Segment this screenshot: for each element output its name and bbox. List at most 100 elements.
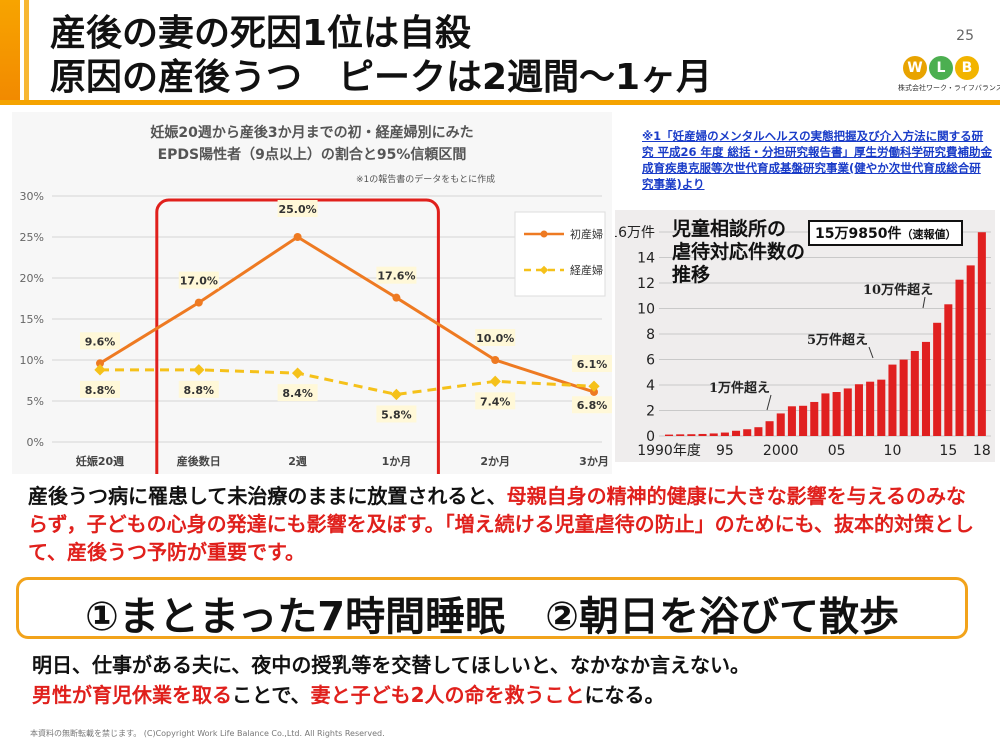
x-tick-label: 05 — [828, 443, 846, 459]
title-line-1: 産後の妻の死因1位は自殺 — [50, 13, 472, 54]
x-tick-label: 15 — [939, 443, 957, 459]
closing-text: 明日、仕事がある夫に、夜中の授乳等を交替してほしいと、なかなか言えない。 男性が… — [32, 650, 982, 710]
label-primi: 17.0% — [180, 275, 218, 288]
data-point — [293, 233, 302, 241]
label-primi: 25.0% — [279, 203, 317, 216]
abuse-count-badge: 15万9850件（速報値） — [808, 220, 964, 246]
legend-box — [514, 211, 606, 297]
chart-title-line-2: EPDS陽性者（9点以上）の割合と95%信頼区間 — [157, 147, 467, 163]
data-point — [590, 387, 598, 396]
bar — [687, 434, 696, 436]
x-tick-label: 妊娠20週 — [76, 454, 124, 468]
reference-note[interactable]: ※1「妊産婦のメンタルヘルスの実態把握及び介入方法に関する研究 平成26 年度 … — [642, 129, 993, 191]
para-text-red: 母親自身の精神的健康に大きな影響を与えるのみならず，子どもの心身の発達にも影響を… — [28, 484, 974, 564]
bar — [854, 384, 863, 436]
annotation-label: 5万件超え — [807, 332, 868, 348]
bar — [877, 379, 886, 436]
legend-marker — [539, 265, 549, 275]
bar — [821, 393, 830, 436]
logo-letter-b: B — [955, 56, 979, 80]
label-multi: 7.4% — [480, 395, 511, 408]
annotation-arrow — [868, 346, 874, 359]
bar — [843, 388, 852, 436]
label-primi: 10.0% — [476, 332, 514, 345]
closing-line-2: 男性が育児休業を取ることで、妻と子ども2人の命を救うことになる。 — [32, 680, 982, 710]
bar — [810, 401, 819, 436]
title-divider — [0, 100, 1000, 105]
epds-chart: 妊娠20週から産後3か月までの初・経産婦別にみた EPDS陽性者（9点以上）の割… — [12, 112, 612, 474]
legend-marker — [540, 230, 548, 238]
label-primi-bg — [277, 200, 318, 217]
bar — [732, 430, 741, 436]
bar — [955, 279, 964, 436]
x-tick-label: 産後数日 — [177, 454, 221, 468]
x-tick-label: 95 — [716, 443, 734, 459]
bar — [888, 364, 897, 436]
bar — [720, 432, 729, 436]
y-tick-label: 10% — [20, 354, 44, 367]
closing-black-2: になる。 — [584, 683, 665, 707]
bar — [910, 350, 919, 436]
logo-letter-l: L — [929, 56, 953, 80]
annotation-arrow — [922, 296, 926, 309]
x-tick-label: 1990年度 — [637, 443, 701, 459]
x-tick-label: 2000 — [763, 443, 799, 459]
data-point — [588, 380, 600, 392]
abuse-chart-title: 児童相談所の 虐待対応件数の 推移 — [672, 218, 805, 287]
x-tick-label: 18 — [973, 443, 991, 459]
label-multi-bg — [178, 380, 219, 398]
label-multi-bg — [475, 392, 516, 410]
label-primi-bg — [376, 266, 417, 284]
page-number: 25 — [956, 28, 974, 44]
label-multi: 8.8% — [184, 384, 215, 397]
bar — [866, 381, 875, 436]
bar — [787, 406, 796, 436]
y-tick-label: 0 — [646, 429, 655, 445]
label-multi-bg — [376, 405, 417, 423]
y-tick-label: 4 — [646, 378, 655, 394]
badge-note: （速報値） — [901, 228, 957, 241]
x-tick-label: 3か月 — [579, 455, 609, 468]
label-multi: 8.4% — [282, 387, 313, 400]
label-multi-bg — [80, 380, 120, 398]
bar — [832, 392, 841, 436]
label-primi: 6.1% — [577, 358, 608, 371]
slide-title: 産後の妻の死因1位は自殺 原因の産後うつ ピークは2週間〜1ヶ月 — [50, 12, 712, 100]
key-actions-text: ①まとまった7時間睡眠 ②朝日を浴びて散歩 — [85, 594, 899, 640]
x-tick-label: 2か月 — [480, 455, 510, 468]
label-primi: 17.6% — [377, 270, 415, 283]
label-primi: 9.6% — [85, 335, 116, 348]
bar — [944, 304, 953, 436]
label-primi-bg — [80, 332, 120, 350]
key-actions-box: ①まとまった7時間睡眠 ②朝日を浴びて散歩 — [16, 577, 968, 640]
legend-label: 初産婦 — [570, 227, 603, 241]
data-point — [390, 388, 403, 401]
annotation-arrow — [766, 394, 772, 411]
bar — [665, 434, 674, 436]
label-multi-bg — [572, 396, 612, 414]
series-line-1 — [100, 368, 595, 396]
series-line-0 — [99, 235, 595, 394]
abuse-title-line-1: 児童相談所の — [672, 218, 787, 240]
y-tick-label: 14 — [637, 251, 655, 267]
para-text-black: 産後うつ病に罹患して未治療のままに放置されると、 — [28, 484, 507, 508]
data-point — [96, 359, 104, 368]
y-tick-label: 15% — [20, 313, 44, 326]
label-multi: 5.8% — [381, 408, 412, 421]
closing-red-1: 男性が育児休業を取る — [32, 683, 232, 707]
x-tick-label: 10 — [884, 443, 902, 459]
y-tick-label: 5% — [27, 395, 44, 408]
y-tick-label: 10 — [637, 302, 655, 318]
bar — [966, 265, 975, 436]
data-point — [291, 367, 304, 379]
label-multi: 8.8% — [85, 384, 116, 397]
badge-value: 15万9850件 — [815, 226, 902, 242]
logo-text: 株式会社ワーク・ライフバランス — [898, 84, 1000, 92]
closing-line-1: 明日、仕事がある夫に、夜中の授乳等を交替してほしいと、なかなか言えない。 — [32, 653, 750, 677]
accent-bar — [0, 0, 20, 100]
